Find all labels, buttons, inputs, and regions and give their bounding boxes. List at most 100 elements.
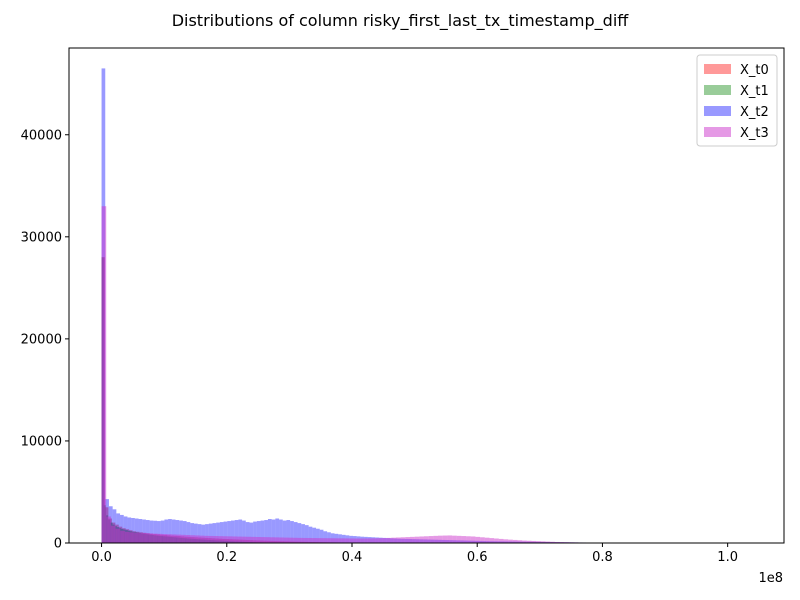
histogram-bar	[531, 540, 537, 543]
histogram-bar	[391, 537, 396, 543]
series-X_t2	[101, 68, 694, 544]
histogram-bar	[201, 524, 206, 543]
y-tick-label: 30000	[21, 230, 62, 245]
histogram-bar	[171, 534, 177, 543]
histogram-bar	[267, 519, 272, 543]
histogram-bar	[260, 520, 265, 543]
legend-box	[696, 54, 778, 147]
histogram-bar	[223, 536, 228, 543]
histogram-bar	[475, 536, 481, 543]
legend-swatch	[704, 106, 731, 116]
axes-frame	[68, 47, 785, 544]
histogram-bar	[419, 536, 425, 543]
histogram-bar	[265, 537, 270, 543]
histogram-bar	[494, 538, 499, 543]
histogram-bar	[138, 532, 144, 543]
histogram-bar	[428, 536, 434, 543]
histogram-bar	[508, 539, 513, 543]
histogram-bar	[194, 523, 198, 543]
y-tick-label: 10000	[21, 434, 62, 449]
histogram-bar	[381, 538, 387, 543]
histogram-bar	[409, 536, 415, 543]
histogram-bar	[179, 520, 183, 543]
histogram-bar	[152, 533, 158, 543]
legend-label: X_t1	[740, 84, 769, 99]
histogram-bar	[540, 541, 546, 543]
histogram-bar	[503, 539, 509, 543]
histogram-bar	[212, 523, 217, 543]
histogram-bar	[311, 538, 317, 543]
histogram-bar	[319, 529, 324, 543]
histogram-bar	[447, 535, 453, 543]
histogram-bar	[255, 536, 261, 543]
histogram-bar	[134, 532, 139, 543]
histogram-bar	[325, 538, 331, 543]
histogram-bar	[452, 535, 457, 543]
histogram-bar	[227, 521, 231, 543]
histogram-bar	[358, 538, 364, 543]
histogram-bar	[264, 520, 268, 543]
histogram-bar	[330, 533, 335, 543]
histogram-bar	[216, 522, 220, 543]
histogram-bar	[438, 535, 443, 543]
histogram-bar	[470, 536, 476, 543]
histogram-bar	[339, 538, 345, 543]
series-X_t0	[101, 257, 446, 543]
histogram-bar	[246, 536, 252, 543]
histogram-bar	[316, 528, 320, 543]
histogram-bar	[288, 537, 294, 543]
histogram-bar	[327, 532, 331, 543]
histogram-bar	[414, 536, 420, 543]
histogram-bar	[124, 531, 130, 543]
histogram-bar	[282, 520, 287, 543]
x-axis-offset-label: 1e8	[758, 571, 783, 586]
histogram-bar	[160, 520, 165, 543]
histogram-bar	[480, 537, 485, 543]
histogram-bar	[253, 521, 257, 543]
histogram-bar	[166, 534, 172, 543]
histogram-bar	[290, 521, 294, 543]
histogram-bar	[232, 536, 238, 543]
histogram-bar	[209, 535, 214, 543]
histogram-bar	[164, 519, 169, 543]
histogram-bar	[395, 537, 401, 543]
histogram-bar	[116, 513, 121, 543]
histogram-bar	[283, 537, 289, 543]
histogram-bar	[251, 536, 256, 543]
histogram-bar	[293, 522, 298, 543]
histogram-bar	[400, 537, 406, 543]
histogram-bar	[185, 535, 191, 543]
histogram-bar	[204, 535, 210, 543]
histogram-bar	[205, 524, 209, 543]
histogram-bar	[353, 538, 359, 543]
histogram-bar	[484, 537, 490, 543]
y-tick-label: 40000	[21, 128, 62, 143]
legend-label: X_t3	[740, 126, 769, 141]
histogram-bar	[242, 520, 246, 543]
axes	[68, 47, 785, 544]
histogram-bar	[260, 537, 266, 543]
histogram-bar	[335, 538, 340, 543]
histogram-bar	[433, 535, 439, 543]
histogram-bar	[498, 538, 504, 543]
histogram-bar	[526, 540, 532, 543]
histogram-bar	[302, 537, 308, 543]
histogram-bar	[123, 516, 128, 543]
histogram-bar	[182, 521, 187, 543]
histogram-bar	[190, 523, 195, 543]
series-X_t1	[101, 257, 317, 543]
histogram-bar	[110, 525, 116, 543]
histogram-bar	[176, 534, 182, 543]
histogram-bar	[274, 537, 280, 543]
histogram-bar	[269, 537, 275, 543]
histogram-bar	[330, 538, 336, 543]
histogram-bar	[145, 520, 150, 543]
histogram-bar	[304, 525, 309, 543]
histogram-bar	[297, 537, 303, 543]
x-axis-ticks: 0.0 0.2 0.4 0.6 0.8 1.0	[91, 543, 738, 565]
histogram-bar	[241, 536, 247, 543]
histogram-bar	[138, 519, 143, 543]
histogram-bar	[127, 517, 132, 543]
